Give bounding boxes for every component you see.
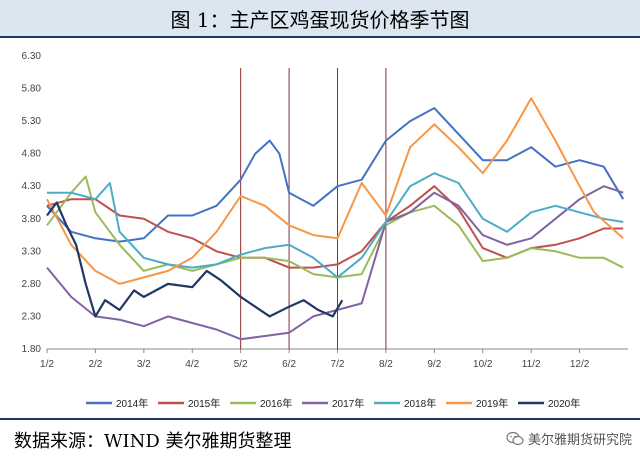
x-tick-label: 10/2 [473, 359, 493, 370]
y-tick-label: 4.80 [22, 149, 42, 160]
y-tick-label: 2.30 [22, 311, 42, 322]
x-tick-label: 9/2 [427, 359, 441, 370]
y-tick-label: 6.30 [22, 51, 42, 62]
series-line [47, 172, 624, 279]
y-tick-label: 5.30 [22, 116, 42, 127]
x-tick-label: 1/2 [40, 359, 54, 370]
y-tick-label: 3.30 [22, 246, 42, 257]
chart-title: 图 1：主产区鸡蛋现货价格季节图 [170, 7, 470, 32]
x-tick-label: 7/2 [331, 359, 345, 370]
x-tick-label: 4/2 [185, 359, 199, 370]
legend-label: 2019年 [476, 397, 508, 410]
y-tick-label: 4.30 [22, 181, 42, 192]
data-source-text: 数据来源：WIND 美尔雅期货整理 [14, 431, 292, 452]
series-line [46, 175, 624, 279]
legend-label: 2015年 [188, 397, 220, 410]
watermark: 美尔雅期货研究院 [506, 429, 632, 448]
x-tick-label: 8/2 [379, 359, 393, 370]
x-tick-label: 2/2 [88, 359, 102, 370]
legend-label: 2018年 [404, 397, 436, 410]
y-tick-label: 1.80 [22, 344, 42, 355]
x-tick-label: 12/2 [570, 359, 590, 370]
series-line [46, 201, 344, 318]
series-line [46, 185, 624, 269]
chart-area: 1.80 2.30 2.80 3.30 3.80 4.30 4.80 5.30 5.80 6.30… [0, 38, 640, 418]
series-line [46, 107, 625, 243]
x-tick-label: 11/2 [522, 359, 541, 370]
y-tick-label: 5.80 [22, 84, 42, 95]
x-tick-label: 6/2 [282, 359, 296, 370]
legend-label: 2014年 [116, 397, 148, 410]
series-line [46, 97, 624, 285]
footer: 数据来源：WIND 美尔雅期货整理 美尔雅期货研究院 [0, 418, 640, 459]
wechat-icon [506, 431, 524, 445]
legend-label: 2016年 [260, 397, 292, 410]
x-tick-label: 5/2 [234, 359, 248, 370]
y-tick-label: 2.80 [22, 279, 42, 290]
legend-label: 2020年 [548, 397, 580, 410]
line-chart: 1.80 2.30 2.80 3.30 3.80 4.30 4.80 5.30 5.80 6.30… [22, 51, 628, 410]
watermark-label: 美尔雅期货研究院 [527, 433, 632, 448]
series-line [46, 185, 624, 341]
x-tick-label: 3/2 [137, 359, 151, 370]
title-bar: 图 1：主产区鸡蛋现货价格季节图 [0, 0, 640, 38]
y-tick-label: 3.80 [22, 214, 42, 225]
legend-label: 2017年 [332, 397, 364, 410]
